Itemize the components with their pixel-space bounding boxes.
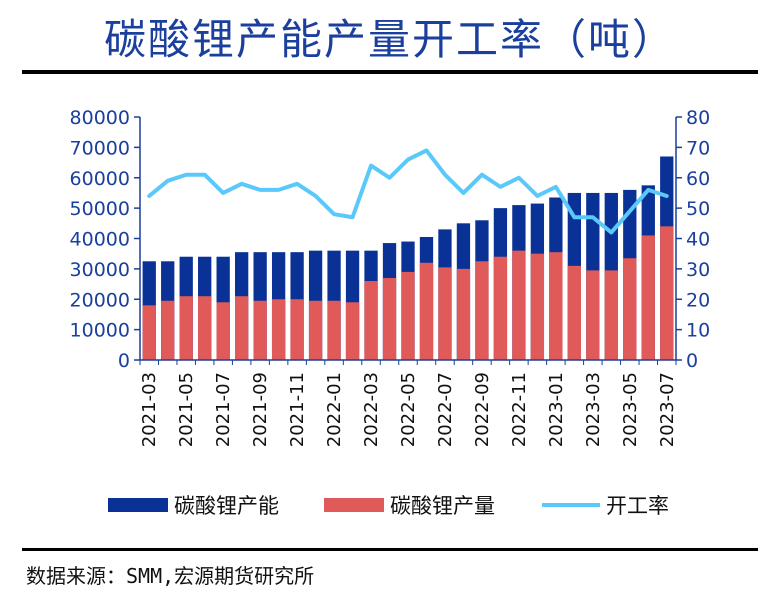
production-bar — [438, 267, 452, 360]
x-tick-label: 2022-07 — [435, 372, 456, 447]
x-tick-label: 2023-01 — [546, 372, 567, 447]
production-bar — [530, 253, 545, 360]
legend-label-rate: 开工率 — [606, 494, 669, 518]
x-tick-label: 2021-07 — [213, 372, 234, 447]
x-tick-label: 2022-03 — [361, 372, 382, 447]
legend-label-capacity: 碳酸锂产能 — [174, 494, 279, 518]
x-tick-label: 2022-11 — [509, 372, 530, 447]
y2-tick-label: 70 — [686, 137, 710, 159]
production-bar — [198, 296, 212, 360]
production-bar — [475, 261, 489, 360]
production-bar — [308, 300, 323, 360]
x-tick-label: 2021-05 — [176, 372, 197, 447]
bar-layer — [142, 156, 674, 360]
x-tick-label: 2021-09 — [250, 372, 271, 447]
production-bar — [142, 305, 156, 360]
y2-tick-label: 20 — [686, 289, 710, 311]
axis-layer: 0 10000 20000 30000 40000 50000 60000 70000 8000… — [70, 107, 711, 447]
x-tick-label: 2021-11 — [287, 372, 308, 447]
x-tick-label: 2023-03 — [583, 372, 604, 447]
x-tick-label: 2023-05 — [620, 372, 641, 447]
production-bar — [493, 256, 508, 360]
y-tick-label: 60000 — [70, 168, 130, 190]
production-bar — [345, 302, 360, 360]
y-tick-label: 0 — [118, 350, 130, 372]
production-bar — [364, 281, 378, 360]
bottom-rule — [22, 548, 758, 551]
y2-tick-label: 40 — [686, 229, 710, 251]
y2-tick-label: 60 — [686, 168, 710, 190]
x-tick-label: 2023-07 — [657, 372, 678, 447]
production-bar — [216, 302, 230, 360]
y2-tick-label: 0 — [686, 350, 698, 372]
y-tick-label: 20000 — [70, 289, 130, 311]
x-tick-label: 2022-01 — [324, 372, 345, 447]
y2-tick-label: 30 — [686, 259, 710, 281]
x-tick-label: 2022-09 — [472, 372, 493, 447]
production-bar — [456, 268, 471, 360]
production-bar — [604, 270, 618, 360]
production-bar — [549, 252, 563, 360]
production-bar — [586, 270, 600, 360]
y-tick-label: 80000 — [70, 107, 130, 129]
legend: 碳酸锂产能 碳酸锂产量 开工率 — [108, 494, 669, 518]
production-bar — [382, 277, 397, 360]
production-bar — [271, 299, 286, 360]
source-note: 数据来源：SMM,宏源期货研究所 — [26, 564, 315, 588]
y-tick-label: 10000 — [70, 320, 130, 342]
legend-swatch-capacity — [108, 498, 168, 512]
y-tick-label: 70000 — [70, 137, 130, 159]
production-bar — [641, 235, 655, 360]
production-bar — [179, 296, 193, 360]
top-rule — [22, 70, 758, 74]
y-tick-label: 40000 — [70, 229, 130, 251]
production-bar — [327, 300, 341, 360]
y-tick-label: 50000 — [70, 198, 130, 220]
production-bar — [290, 299, 304, 360]
legend-swatch-production — [324, 498, 384, 512]
legend-label-production: 碳酸锂产量 — [390, 494, 495, 518]
production-bar — [401, 271, 415, 360]
production-bar — [623, 258, 637, 360]
production-bar — [567, 265, 581, 360]
x-tick-label: 2022-05 — [398, 372, 419, 447]
production-bar — [512, 250, 526, 360]
production-bar — [161, 300, 175, 360]
production-bar — [419, 262, 434, 360]
production-bar — [235, 296, 249, 360]
chart-title: 碳酸锂产能产量开工率（吨） — [103, 15, 676, 64]
line-layer — [147, 148, 669, 235]
y2-tick-label: 50 — [686, 198, 710, 220]
y2-tick-label: 10 — [686, 320, 710, 342]
production-bar — [660, 226, 674, 360]
x-tick-label: 2021-03 — [139, 372, 160, 447]
y-tick-label: 30000 — [70, 259, 130, 281]
y2-tick-label: 80 — [686, 107, 710, 129]
production-bar — [253, 300, 267, 360]
